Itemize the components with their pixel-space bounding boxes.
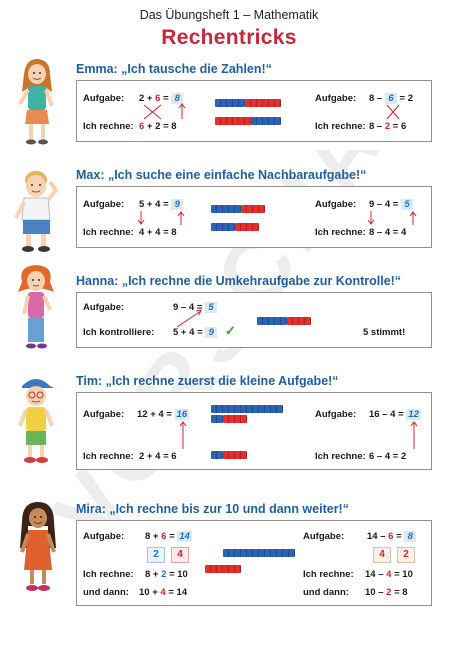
- calc-left-expression: 4 + 4 = 8: [139, 227, 177, 238]
- mira-illustration: [20, 502, 56, 591]
- cube-strip-blue: [211, 223, 235, 231]
- cube-strip-blue: [211, 405, 283, 413]
- emma-heading: Emma: „Ich tausche die Zahlen!“: [76, 62, 272, 76]
- calc-right-expression: 6 – 4 = 2: [369, 451, 407, 462]
- cube-strip-red: [235, 223, 259, 231]
- task-expression: 9 – 4 = 5: [173, 302, 217, 313]
- task-left-expression: 2 + 6 = 8: [139, 93, 184, 104]
- calc-label: Ich rechne:: [83, 569, 134, 580]
- neighbor-arrows: [137, 211, 417, 225]
- calc-right-expression: 14 – 4 = 10: [365, 569, 413, 580]
- hanna-heading: Hanna: „Ich rechne die Umkehraufgabe zur…: [76, 274, 402, 288]
- then-right-expression: 10 – 2 = 8: [365, 587, 408, 598]
- calc-label: Ich rechne:: [83, 451, 134, 462]
- calc-right-expression: 8 – 4 = 4: [369, 227, 407, 238]
- check-label: Ich kontrolliere:: [83, 327, 155, 338]
- tim-heading: Tim: „Ich rechne zuerst die kleine Aufga…: [76, 374, 339, 388]
- then-left-expression: 10 + 4 = 14: [139, 587, 188, 598]
- emma-illustration: [18, 58, 54, 145]
- cube-strip-red: [245, 99, 281, 107]
- calc-label: Ich rechne:: [303, 569, 354, 580]
- check-expression: 5 + 4 = 9: [173, 327, 218, 338]
- split-cell: 2: [147, 547, 165, 563]
- cube-strip-red: [287, 317, 311, 325]
- calc-label: Ich rechne:: [83, 121, 134, 132]
- task-label: Aufgabe:: [303, 531, 345, 542]
- cube-strip-blue: [211, 415, 223, 423]
- calc-label: Ich rechne:: [83, 227, 134, 238]
- hanna-box: Aufgabe: 9 – 4 = 5 Ich kontrolliere: 5 +…: [76, 292, 432, 348]
- tim-illustration: [18, 379, 54, 463]
- max-box: Aufgabe: 5 + 4 = 9 Ich rechne: 4 + 4 = 8…: [76, 186, 432, 248]
- max-illustration: [14, 171, 59, 252]
- calc-left-expression: 8 + 2 = 10: [145, 569, 188, 580]
- cube-strip-blue: [211, 451, 223, 459]
- emma-box: Aufgabe: 2 + 6 = 8 Ich rechne: 6 + 2 = 8…: [76, 80, 432, 142]
- task-right-expression: 14 – 6 = 8: [367, 531, 417, 542]
- calc-label: Ich rechne:: [315, 121, 366, 132]
- cube-strip-blue: [215, 99, 245, 107]
- task-label: Aufgabe:: [83, 93, 125, 104]
- result-text: 5 stimmt!: [363, 327, 406, 338]
- cube-strip-red: [223, 451, 247, 459]
- reverse-arrow: [176, 309, 202, 328]
- task-label: Aufgabe:: [315, 409, 357, 420]
- calc-label: Ich rechne:: [315, 227, 366, 238]
- task-label: Aufgabe:: [83, 199, 125, 210]
- split-cell: 2: [397, 547, 415, 563]
- task-label: Aufgabe:: [315, 93, 357, 104]
- task-left-expression: 12 + 4 = 16: [137, 409, 190, 420]
- cube-strip-blue: [211, 205, 241, 213]
- task-label: Aufgabe:: [83, 409, 125, 420]
- mira-heading: Mira: „Ich rechne bis zur 10 und dann we…: [76, 502, 349, 516]
- split-cell: 4: [373, 547, 391, 563]
- task-right-expression: 16 – 4 = 12: [369, 409, 421, 420]
- checkmark-icon: ✓: [225, 323, 236, 338]
- calc-left-expression: 6 + 2 = 8: [139, 121, 177, 132]
- cube-strip-blue: [223, 549, 295, 557]
- task-right-expression: 9 – 4 = 5: [369, 199, 413, 210]
- cube-strip-blue: [257, 317, 287, 325]
- cube-strip-red: [241, 205, 265, 213]
- tim-box: Aufgabe: 12 + 4 = 16 Ich rechne: 2 + 4 =…: [76, 392, 432, 470]
- page-subtitle: Das Übungsheft 1 – Mathematik: [139, 8, 319, 22]
- task-label: Aufgabe:: [83, 531, 125, 542]
- task-right-expression: 8 – 6 = 2: [369, 93, 413, 104]
- task-left-expression: 5 + 4 = 9: [139, 199, 184, 210]
- page-title: Rechentricks: [161, 26, 297, 49]
- hanna-illustration: [18, 265, 54, 349]
- mira-box: Aufgabe: 8 + 6 = 14 2 4 Ich rechne: 8 + …: [76, 520, 432, 606]
- split-cell: 4: [171, 547, 189, 563]
- cube-strip-red: [205, 565, 241, 573]
- cube-strip-red: [215, 117, 251, 125]
- calc-right-expression: 8 – 2 = 6: [369, 121, 407, 132]
- calc-left-expression: 2 + 4 = 6: [139, 451, 177, 462]
- task-label: Aufgabe:: [83, 302, 125, 313]
- cube-strip-blue: [251, 117, 281, 125]
- swap-arrows: [143, 103, 400, 120]
- then-label: und dann:: [303, 587, 349, 598]
- task-left-expression: 8 + 6 = 14: [145, 531, 192, 542]
- then-label: und dann:: [83, 587, 129, 598]
- max-heading: Max: „Ich suche eine einfache Nachbarauf…: [76, 168, 367, 182]
- task-label: Aufgabe:: [315, 199, 357, 210]
- calc-label: Ich rechne:: [315, 451, 366, 462]
- cube-strip-red: [223, 415, 247, 423]
